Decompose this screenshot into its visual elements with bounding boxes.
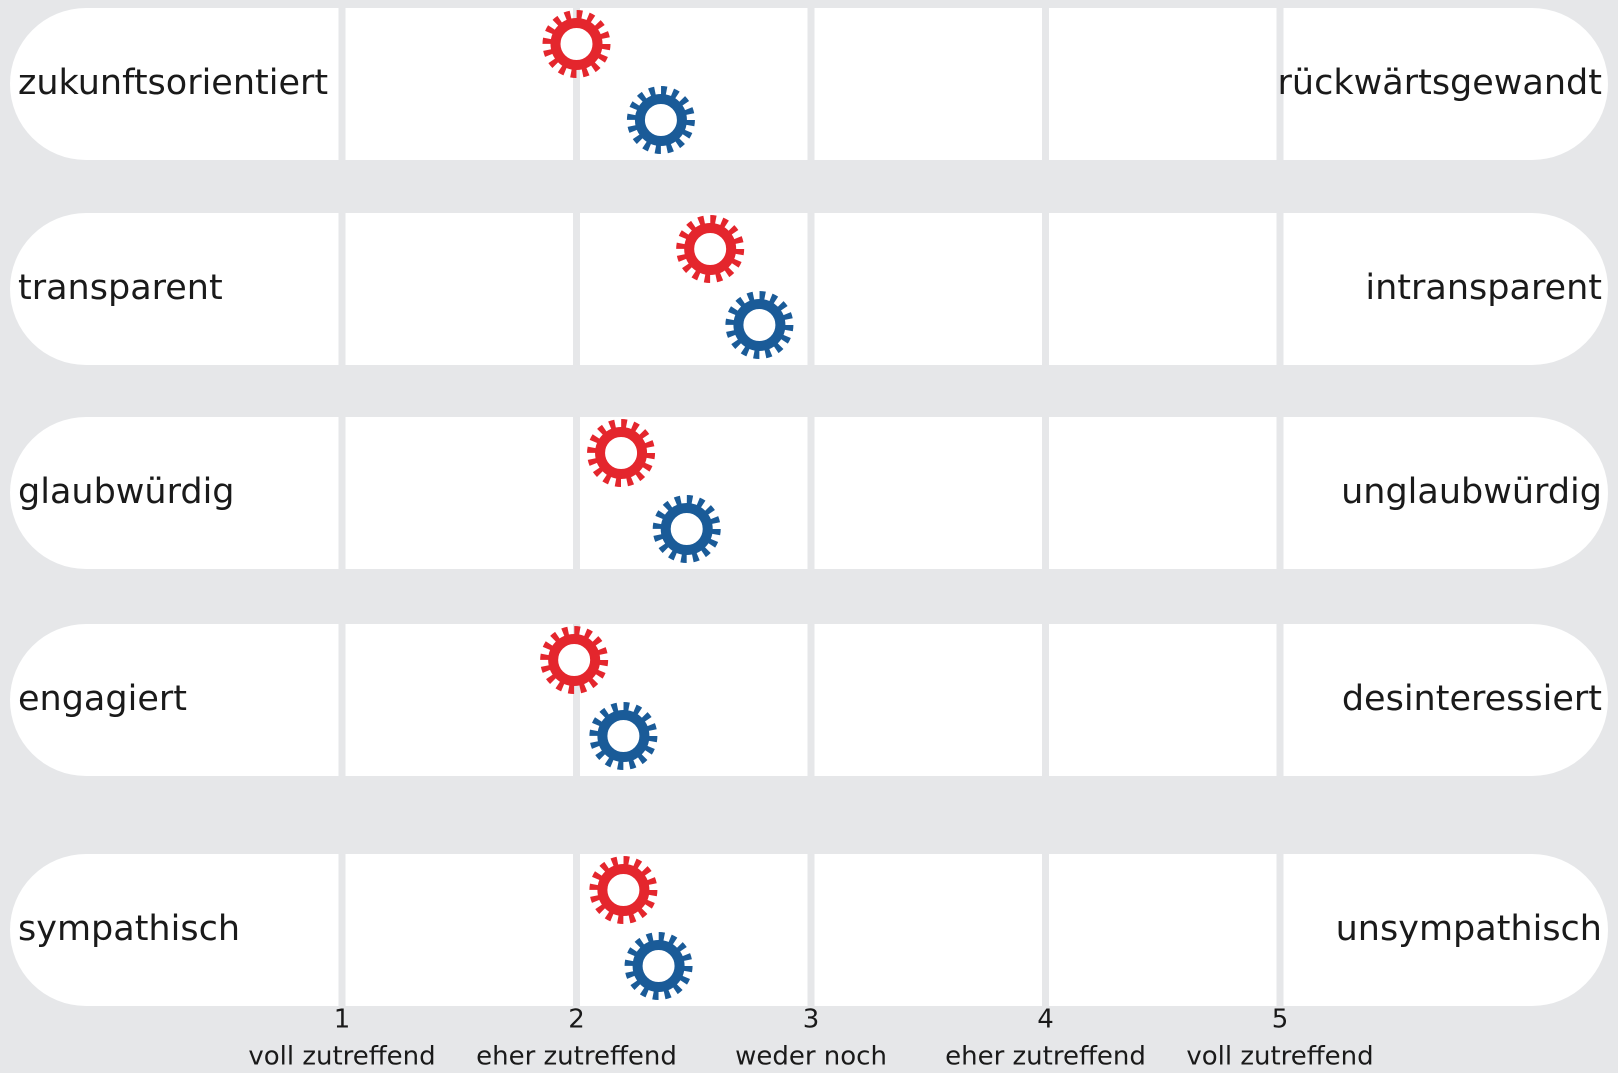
gear-teeth — [652, 495, 721, 563]
gear-ring — [684, 223, 737, 275]
x-tick-sublabel: voll zutreffend — [248, 1042, 435, 1072]
gear-ring — [660, 503, 713, 555]
gear-teeth — [589, 856, 658, 924]
x-tick-sublabel: eher zutreffend — [945, 1042, 1146, 1072]
gear-marker — [626, 86, 695, 154]
left-label: zukunftsorientiert — [18, 63, 328, 103]
gear-marker — [540, 626, 609, 694]
gear-teeth — [587, 419, 656, 487]
x-tick-sublabel: voll zutreffend — [1186, 1042, 1373, 1072]
gear-marker — [676, 215, 745, 283]
right-label: rückwärtsgewandt — [1278, 63, 1602, 103]
gear-marker — [589, 856, 658, 924]
right-label: intransparent — [1365, 268, 1602, 308]
left-label: engagiert — [18, 679, 187, 719]
gear-teeth — [725, 291, 794, 359]
gear-ring — [632, 940, 685, 992]
gear-ring — [733, 299, 786, 351]
right-label: unsympathisch — [1336, 909, 1602, 949]
left-label: transparent — [18, 268, 223, 308]
right-label: desinteressiert — [1342, 679, 1602, 719]
x-tick-label: 2 — [568, 1005, 585, 1035]
x-tick-label: 1 — [334, 1005, 351, 1035]
gear-teeth — [542, 10, 611, 78]
gear-teeth — [540, 626, 609, 694]
gear-ring — [597, 864, 650, 916]
gear-ring — [634, 94, 687, 146]
gear-ring — [597, 710, 650, 762]
gear-marker — [589, 702, 658, 770]
gear-marker — [652, 495, 721, 563]
left-label: sympathisch — [18, 909, 240, 949]
x-tick-sublabel: eher zutreffend — [476, 1042, 677, 1072]
gear-marker — [624, 932, 693, 1000]
gear-teeth — [589, 702, 658, 770]
left-label: glaubwürdig — [18, 472, 235, 512]
x-tick-sublabel: weder noch — [735, 1042, 887, 1072]
gear-ring — [595, 427, 648, 479]
gear-marker — [587, 419, 656, 487]
gear-ring — [548, 634, 601, 686]
gear-marker — [725, 291, 794, 359]
gear-ring — [550, 18, 603, 70]
gear-marker — [542, 10, 611, 78]
x-tick-label: 5 — [1272, 1005, 1289, 1035]
right-label: unglaubwürdig — [1341, 472, 1602, 512]
x-tick-label: 4 — [1037, 1005, 1054, 1035]
gear-teeth — [626, 86, 695, 154]
gear-teeth — [676, 215, 745, 283]
gear-teeth — [624, 932, 693, 1000]
x-tick-label: 3 — [803, 1005, 820, 1035]
